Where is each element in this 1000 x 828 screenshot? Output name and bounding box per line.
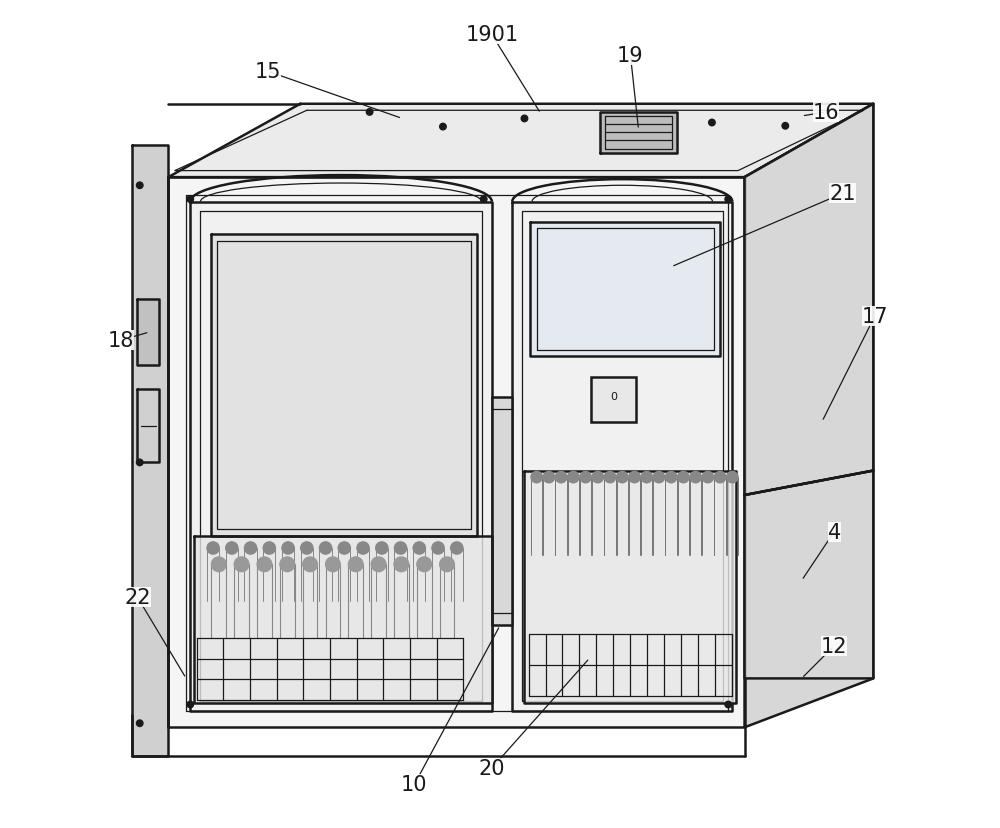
Circle shape [440, 557, 454, 572]
Text: 16: 16 [813, 103, 839, 123]
Circle shape [678, 472, 689, 484]
Circle shape [709, 120, 715, 127]
Polygon shape [132, 146, 168, 756]
Circle shape [136, 460, 143, 466]
Circle shape [725, 701, 731, 708]
Circle shape [521, 116, 528, 123]
Polygon shape [745, 104, 873, 495]
Circle shape [480, 196, 487, 203]
Circle shape [568, 472, 579, 484]
Polygon shape [745, 104, 873, 728]
Text: 22: 22 [124, 587, 151, 607]
Circle shape [326, 557, 340, 572]
Circle shape [376, 542, 388, 555]
Polygon shape [137, 390, 159, 463]
Circle shape [338, 542, 350, 555]
Circle shape [394, 542, 407, 555]
Circle shape [263, 542, 275, 555]
Circle shape [187, 196, 194, 203]
Polygon shape [137, 300, 159, 365]
Text: 15: 15 [254, 62, 281, 82]
Circle shape [555, 472, 567, 484]
Bar [591, 378, 636, 422]
Text: 18: 18 [108, 330, 134, 351]
Polygon shape [530, 223, 720, 357]
Circle shape [371, 557, 386, 572]
Circle shape [303, 557, 317, 572]
Circle shape [653, 472, 665, 484]
Polygon shape [524, 471, 736, 703]
Circle shape [531, 472, 542, 484]
Circle shape [665, 472, 677, 484]
Text: 1901: 1901 [465, 26, 518, 46]
Circle shape [617, 472, 628, 484]
Circle shape [394, 557, 409, 572]
Text: 0: 0 [611, 391, 618, 401]
Polygon shape [168, 178, 745, 728]
Circle shape [702, 472, 714, 484]
Circle shape [211, 557, 226, 572]
Circle shape [136, 183, 143, 190]
Text: 21: 21 [829, 184, 856, 205]
Circle shape [257, 557, 272, 572]
Circle shape [357, 542, 369, 555]
Circle shape [366, 109, 373, 116]
Circle shape [727, 472, 738, 484]
Circle shape [451, 542, 463, 555]
Polygon shape [211, 235, 477, 536]
Circle shape [440, 124, 446, 131]
Circle shape [348, 557, 363, 572]
Circle shape [629, 472, 640, 484]
Circle shape [244, 542, 257, 555]
Circle shape [187, 701, 194, 708]
Circle shape [580, 472, 591, 484]
Circle shape [432, 542, 444, 555]
Polygon shape [168, 104, 873, 178]
Circle shape [782, 123, 789, 130]
Circle shape [641, 472, 652, 484]
Text: 20: 20 [479, 758, 505, 778]
Circle shape [282, 542, 294, 555]
Circle shape [226, 542, 238, 555]
Circle shape [413, 542, 425, 555]
Circle shape [234, 557, 249, 572]
Text: 19: 19 [617, 46, 644, 65]
Text: 4: 4 [828, 522, 841, 542]
Circle shape [136, 720, 143, 727]
Text: 17: 17 [862, 306, 888, 326]
Circle shape [417, 557, 432, 572]
Circle shape [604, 472, 616, 484]
Circle shape [207, 542, 219, 555]
Polygon shape [492, 397, 512, 626]
Circle shape [301, 542, 313, 555]
Polygon shape [194, 536, 492, 703]
Polygon shape [190, 202, 492, 711]
Circle shape [690, 472, 701, 484]
Circle shape [592, 472, 604, 484]
Circle shape [714, 472, 726, 484]
Circle shape [543, 472, 555, 484]
Circle shape [725, 196, 731, 203]
Circle shape [319, 542, 332, 555]
Polygon shape [600, 113, 677, 153]
Polygon shape [745, 471, 873, 679]
Circle shape [280, 557, 295, 572]
Polygon shape [512, 202, 732, 711]
Text: 10: 10 [401, 774, 428, 794]
Text: 12: 12 [821, 636, 847, 656]
